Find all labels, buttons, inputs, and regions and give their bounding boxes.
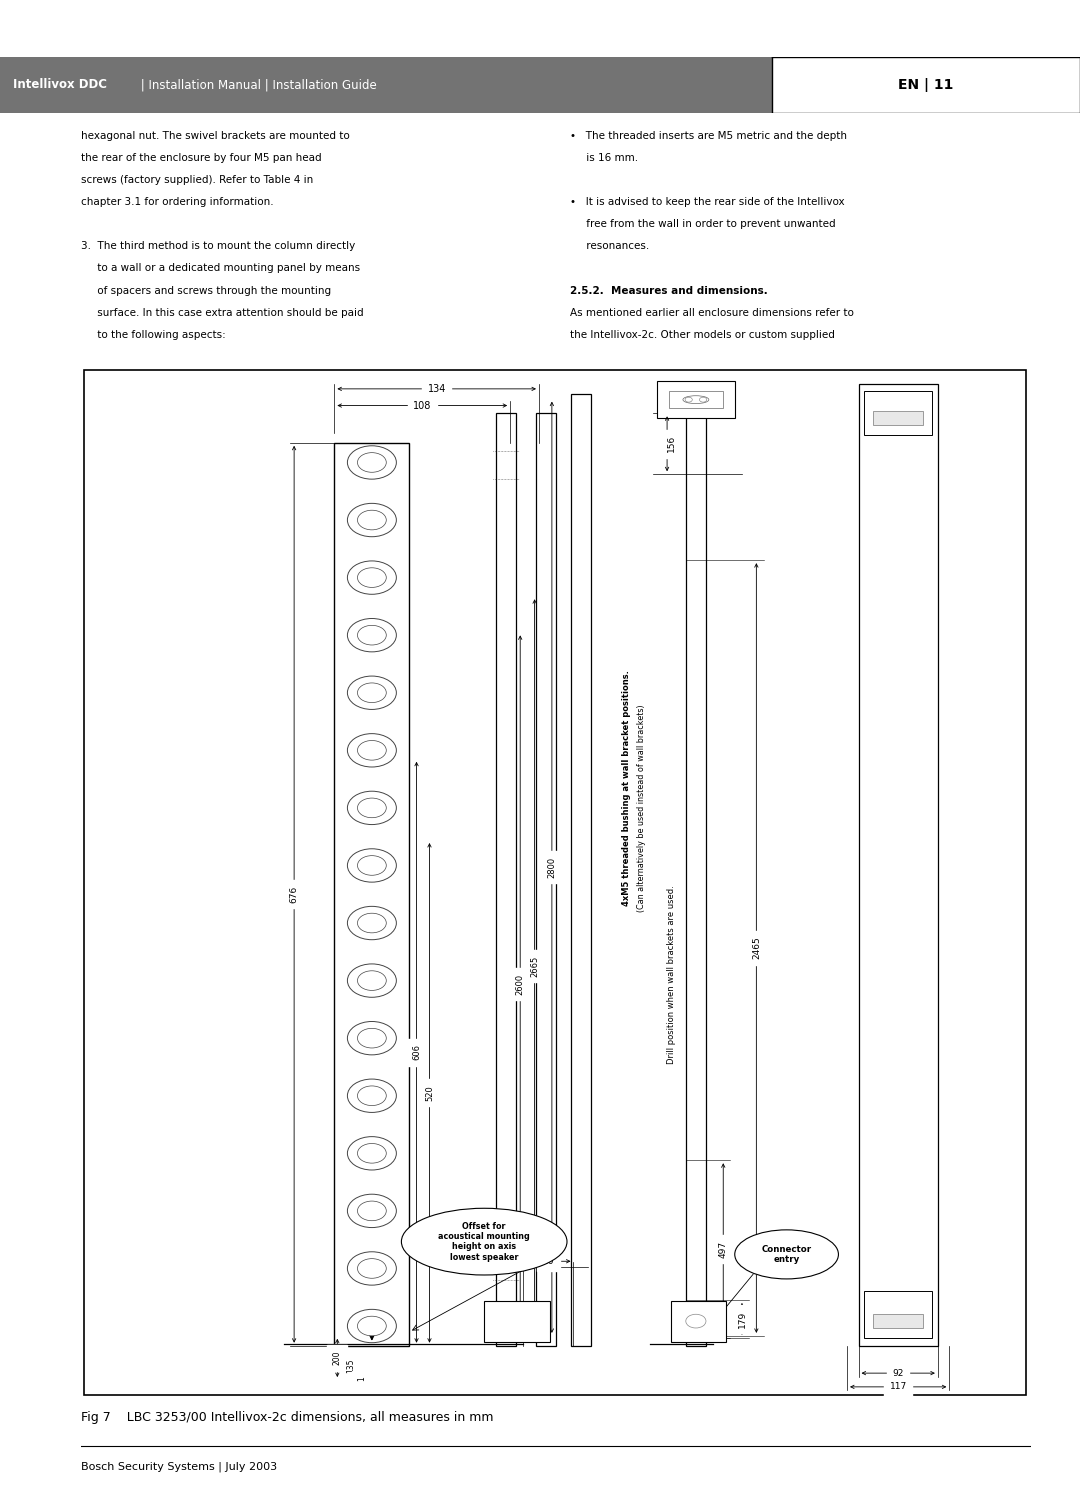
Bar xyxy=(536,414,556,1346)
Text: 676: 676 xyxy=(289,886,298,902)
Text: to a wall or a dedicated mounting panel by means: to a wall or a dedicated mounting panel … xyxy=(81,264,360,274)
Text: Fig 7    LBC 3253/00 Intellivox-2c dimensions, all measures in mm: Fig 7 LBC 3253/00 Intellivox-2c dimensio… xyxy=(81,1412,494,1423)
Bar xyxy=(496,414,516,1346)
Text: 200: 200 xyxy=(333,1351,341,1365)
Text: (Can alternatively be used instead of wall brackets): (Can alternatively be used instead of wa… xyxy=(636,704,646,911)
Text: the Intellivox-2c. Other models or custom supplied: the Intellivox-2c. Other models or custo… xyxy=(570,331,835,339)
Text: is 16 mm.: is 16 mm. xyxy=(570,153,638,162)
Text: 4xM5 threaded bushing at wall bracket positions.: 4xM5 threaded bushing at wall bracket po… xyxy=(622,670,631,907)
Circle shape xyxy=(357,1085,387,1105)
Circle shape xyxy=(357,856,387,876)
Circle shape xyxy=(357,1029,387,1048)
Text: the rear of the enclosure by four M5 pan head: the rear of the enclosure by four M5 pan… xyxy=(81,153,322,162)
Bar xyxy=(873,1315,923,1328)
Text: 92: 92 xyxy=(892,1368,904,1377)
Bar xyxy=(873,411,923,426)
Circle shape xyxy=(348,1021,396,1054)
Circle shape xyxy=(357,567,387,588)
Text: 108: 108 xyxy=(413,401,432,411)
Bar xyxy=(0,57,772,113)
Text: resonances.: resonances. xyxy=(570,241,650,252)
Circle shape xyxy=(348,1080,396,1112)
Text: 2465: 2465 xyxy=(752,937,760,959)
Text: Intellivox DDC: Intellivox DDC xyxy=(13,79,107,91)
Text: of spacers and screws through the mounting: of spacers and screws through the mounti… xyxy=(81,286,332,296)
Text: 1: 1 xyxy=(357,1377,366,1382)
Bar xyxy=(686,414,706,1346)
Circle shape xyxy=(348,1136,396,1170)
Bar xyxy=(864,390,932,435)
Text: chapter 3.1 for ordering information.: chapter 3.1 for ordering information. xyxy=(81,197,273,207)
Circle shape xyxy=(348,1252,396,1285)
Text: free from the wall in order to prevent unwanted: free from the wall in order to prevent u… xyxy=(570,219,836,229)
Text: screws (factory supplied). Refer to Table 4 in: screws (factory supplied). Refer to Tabl… xyxy=(81,174,313,185)
Text: Bosch Security Systems | July 2003: Bosch Security Systems | July 2003 xyxy=(81,1461,278,1473)
Text: 135: 135 xyxy=(346,1358,354,1373)
Circle shape xyxy=(348,1309,396,1343)
Text: 520: 520 xyxy=(424,1085,434,1100)
Circle shape xyxy=(357,511,387,530)
Circle shape xyxy=(357,1202,387,1221)
Circle shape xyxy=(357,1258,387,1278)
Text: | Installation Manual | Installation Guide: | Installation Manual | Installation Gui… xyxy=(137,79,377,91)
Text: hexagonal nut. The swivel brackets are mounted to: hexagonal nut. The swivel brackets are m… xyxy=(81,131,350,140)
Text: 2.5.2.  Measures and dimensions.: 2.5.2. Measures and dimensions. xyxy=(570,286,768,296)
Text: surface. In this case extra attention should be paid: surface. In this case extra attention sh… xyxy=(81,308,364,317)
Text: 80: 80 xyxy=(542,1257,554,1266)
Circle shape xyxy=(348,618,396,652)
Bar xyxy=(859,384,937,1346)
Text: 497: 497 xyxy=(719,1240,728,1258)
Circle shape xyxy=(357,1316,387,1336)
Text: 2800: 2800 xyxy=(548,856,556,879)
Text: EN | 11: EN | 11 xyxy=(897,77,954,92)
Text: 179: 179 xyxy=(738,1310,746,1328)
Circle shape xyxy=(357,1144,387,1163)
Bar xyxy=(570,393,591,1346)
Bar xyxy=(672,1300,726,1342)
Circle shape xyxy=(700,398,706,402)
Text: •   The threaded inserts are M5 metric and the depth: • The threaded inserts are M5 metric and… xyxy=(570,131,848,140)
Ellipse shape xyxy=(683,396,708,404)
Circle shape xyxy=(357,971,387,990)
Ellipse shape xyxy=(734,1230,838,1279)
Circle shape xyxy=(348,503,396,536)
Circle shape xyxy=(357,798,387,817)
Bar xyxy=(669,390,724,408)
Circle shape xyxy=(348,963,396,998)
Bar xyxy=(864,1291,932,1337)
Text: 156: 156 xyxy=(666,435,676,453)
Bar xyxy=(772,57,1080,113)
Circle shape xyxy=(348,849,396,881)
Text: 134: 134 xyxy=(428,384,446,395)
Text: Connector
entry: Connector entry xyxy=(761,1245,812,1264)
Bar xyxy=(657,381,734,418)
Circle shape xyxy=(348,791,396,825)
Bar xyxy=(484,1300,551,1342)
Circle shape xyxy=(348,734,396,767)
Circle shape xyxy=(348,561,396,594)
Ellipse shape xyxy=(402,1208,567,1275)
Circle shape xyxy=(348,907,396,940)
Circle shape xyxy=(685,398,692,402)
Circle shape xyxy=(357,683,387,703)
Bar xyxy=(335,442,409,1346)
Text: Offset for
acoustical mounting
height on axis
lowest speaker: Offset for acoustical mounting height on… xyxy=(438,1221,530,1261)
Text: Drill position when wall brackets are used.: Drill position when wall brackets are us… xyxy=(666,886,676,1065)
Circle shape xyxy=(357,453,387,472)
Text: to the following aspects:: to the following aspects: xyxy=(81,331,226,339)
Circle shape xyxy=(686,1315,706,1328)
Text: 606: 606 xyxy=(411,1044,421,1060)
Text: 2600: 2600 xyxy=(516,974,525,995)
Text: 117: 117 xyxy=(890,1382,907,1391)
Circle shape xyxy=(357,740,387,759)
Text: •   It is advised to keep the rear side of the Intellivox: • It is advised to keep the rear side of… xyxy=(570,197,845,207)
Circle shape xyxy=(357,625,387,645)
Circle shape xyxy=(348,1194,396,1227)
Text: 3.  The third method is to mount the column directly: 3. The third method is to mount the colu… xyxy=(81,241,355,252)
Circle shape xyxy=(357,913,387,932)
Circle shape xyxy=(348,445,396,479)
Circle shape xyxy=(348,676,396,709)
Text: As mentioned earlier all enclosure dimensions refer to: As mentioned earlier all enclosure dimen… xyxy=(570,308,854,317)
Text: 2665: 2665 xyxy=(530,956,539,977)
